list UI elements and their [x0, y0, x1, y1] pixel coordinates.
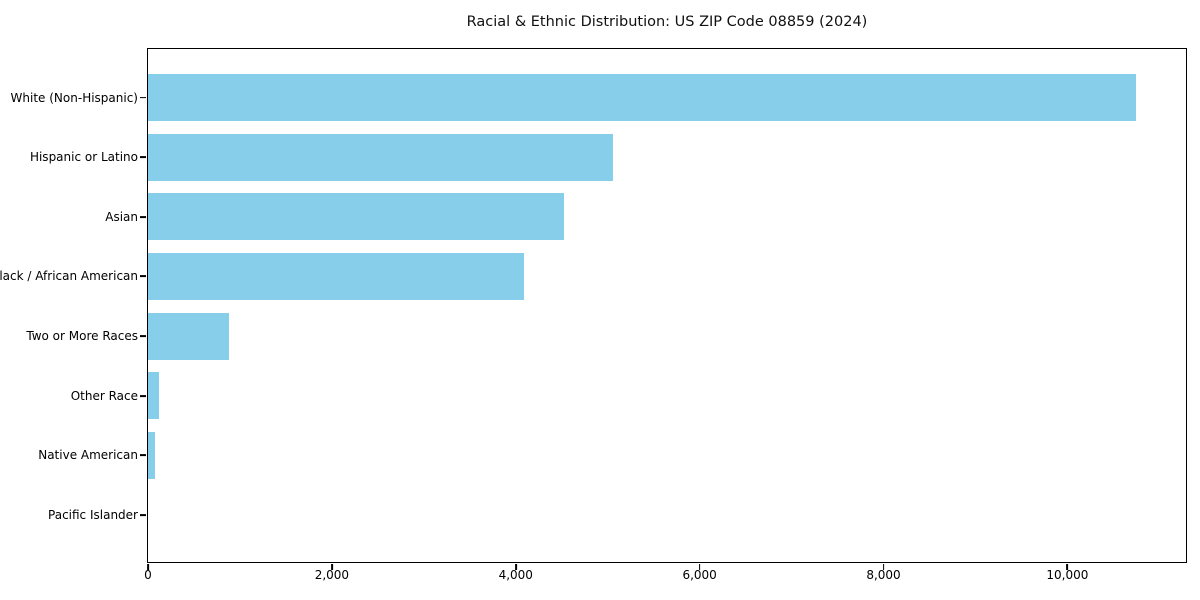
x-tick-label-10,000: 10,000: [1046, 568, 1089, 582]
x-tick-label-2,000: 2,000: [314, 568, 350, 582]
x-tick-6,000: [698, 564, 701, 570]
bar-asian: [148, 193, 565, 241]
y-label-other-race: Other Race: [70, 388, 138, 403]
y-label-white-non-hispanic: White (Non-Hispanic): [10, 90, 138, 105]
x-tick-4,000: [514, 564, 517, 570]
x-tick-8,000: [882, 564, 885, 570]
x-tick-0: [147, 564, 149, 570]
bar-native-american: [148, 431, 155, 479]
bar-white-non-hispanic: [148, 74, 1136, 121]
x-tick-label-6,000: 6,000: [682, 568, 717, 582]
x-tick-10,000: [1066, 564, 1069, 570]
x-tick-label-8,000: 8,000: [866, 568, 901, 582]
y-label-asian: Asian: [105, 209, 138, 224]
plot-area: White (Non-Hispanic) Hispanic or Latino As…: [0, 48, 1187, 581]
y-label-native-american: Native American: [38, 448, 138, 463]
bar-black-african-american: [148, 252, 525, 300]
x-tick-2,000: [330, 564, 333, 570]
y-tick-pacific-islander: [140, 514, 146, 516]
y-tick-black-african-american: [140, 275, 146, 278]
y-tick-native-american: [140, 454, 146, 457]
y-label-hispanic-or-latino: Hispanic or Latino: [29, 150, 138, 165]
y-tick-other-race: [140, 394, 146, 397]
bar-hispanic-or-latino: [148, 133, 614, 181]
y-label-pacific-islander: Pacific Islander: [48, 508, 138, 523]
y-label-black-african-american: Black / African American: [0, 269, 138, 284]
x-tick-label-0: 0: [144, 568, 152, 582]
bar-other-race: [148, 372, 160, 420]
bar-two-or-more-races: [148, 312, 230, 360]
y-label-two-or-more-races: Two or More Races: [26, 329, 138, 344]
y-tick-two-or-more-races: [140, 335, 146, 337]
y-tick-asian: [140, 215, 146, 218]
chart-title: Racial & Ethnic Distribution: US ZIP Cod…: [466, 14, 868, 30]
y-tick-white-non-hispanic: [140, 96, 146, 99]
y-tick-hispanic-or-latino: [140, 156, 146, 159]
x-tick-label-4,000: 4,000: [498, 568, 533, 582]
